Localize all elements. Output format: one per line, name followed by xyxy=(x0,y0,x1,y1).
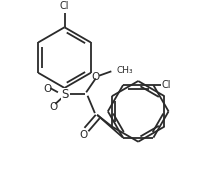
Text: O: O xyxy=(43,84,51,94)
Text: Cl: Cl xyxy=(162,80,171,90)
Text: O: O xyxy=(92,72,100,82)
Text: O: O xyxy=(79,130,88,140)
Text: O: O xyxy=(49,102,57,112)
Text: Cl: Cl xyxy=(60,1,69,11)
Text: CH₃: CH₃ xyxy=(117,66,133,75)
Text: S: S xyxy=(61,88,68,101)
